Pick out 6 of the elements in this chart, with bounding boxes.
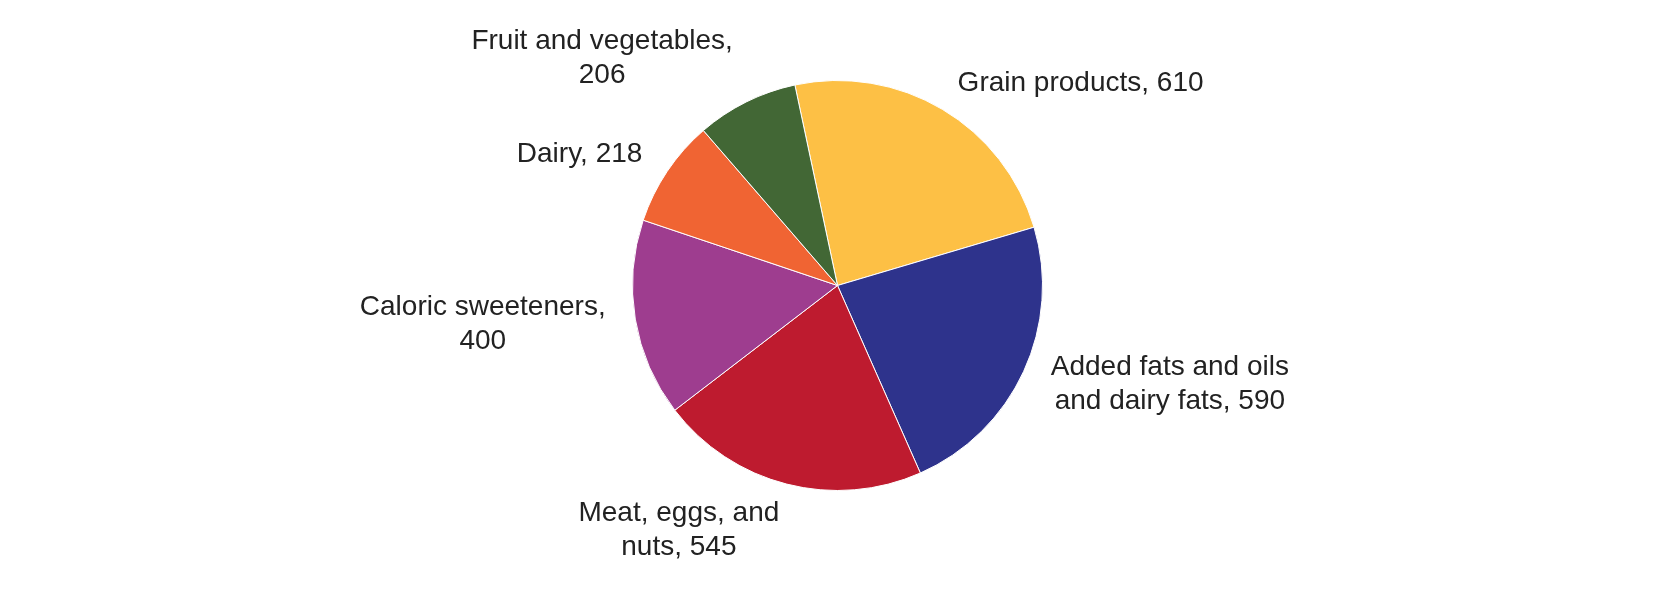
slice-label: Caloric sweeteners, 400	[359, 289, 606, 355]
slice-label: Grain products, 610	[957, 66, 1204, 98]
slice-label: Added fats and oils and dairy fats, 590	[1050, 349, 1289, 415]
slice-label: Fruit and vegetables, 206	[471, 23, 733, 89]
slice-label: Meat, eggs, and nuts, 545	[578, 495, 780, 561]
slice-label: Dairy, 218	[516, 137, 643, 169]
